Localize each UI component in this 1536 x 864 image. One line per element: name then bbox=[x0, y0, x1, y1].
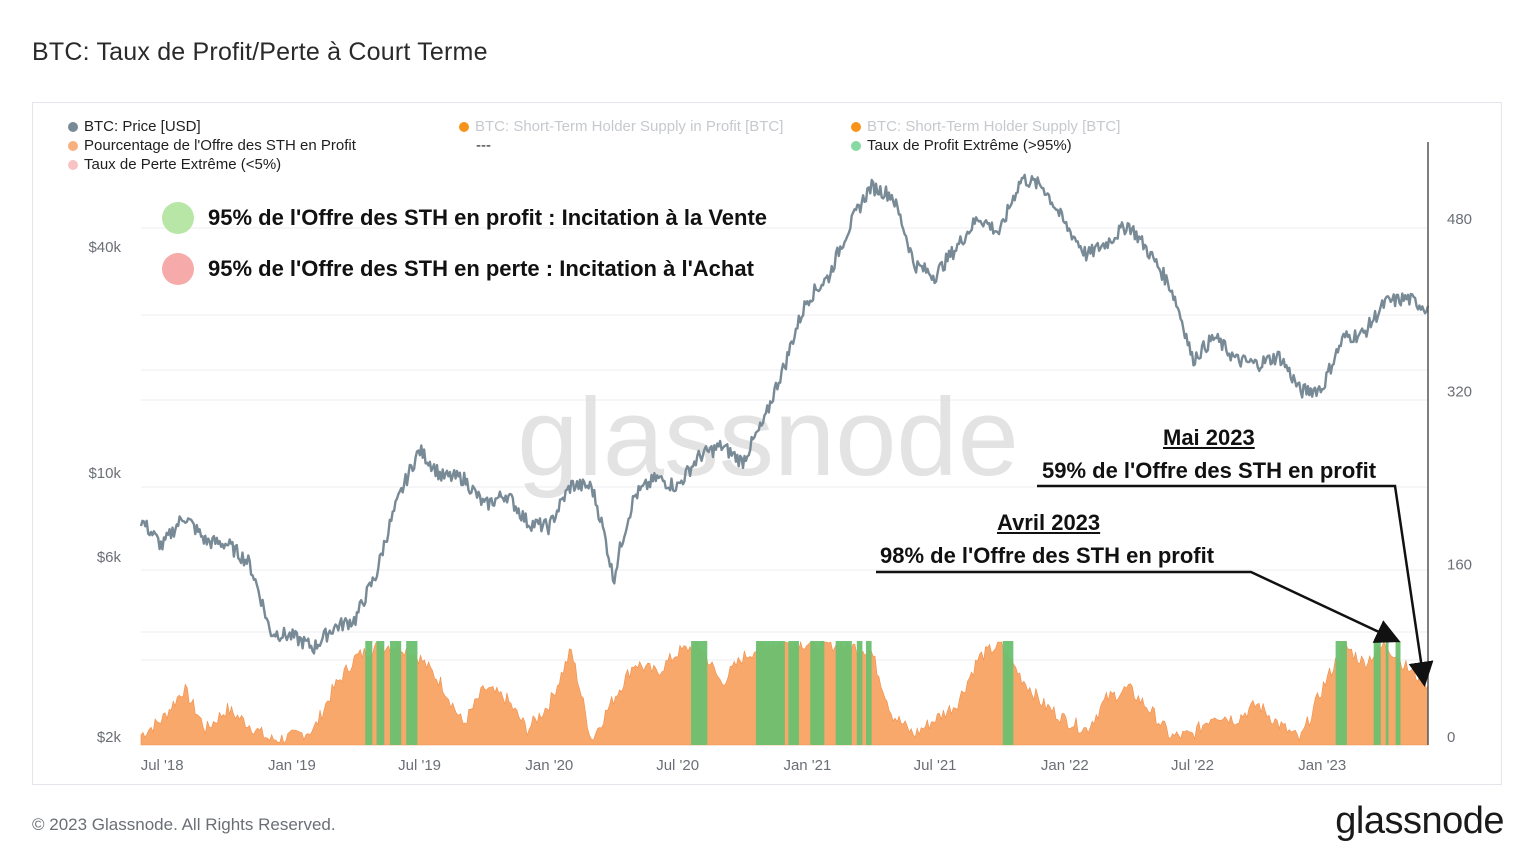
legend-label: BTC: Short-Term Holder Supply [BTC] bbox=[867, 118, 1121, 135]
x-tick-label: Jan '20 bbox=[525, 757, 573, 774]
legend-item-sth-profit-pct[interactable]: Pourcentage de l'Offre des STH en Profit bbox=[68, 137, 356, 154]
legend-item-sth-supply[interactable]: BTC: Short-Term Holder Supply [BTC] bbox=[851, 118, 1120, 135]
extreme-profit-band bbox=[1335, 641, 1347, 745]
legend-label: Taux de Profit Extrême (>95%) bbox=[867, 137, 1072, 154]
green-circle-icon bbox=[162, 202, 194, 234]
extreme-profit-band bbox=[1373, 641, 1381, 745]
extreme-profit-band bbox=[1002, 641, 1014, 745]
x-tick-label: Jul '21 bbox=[914, 757, 957, 774]
extreme-profit-band bbox=[389, 641, 402, 745]
extreme-profit-band bbox=[365, 641, 373, 745]
extreme-profit-band bbox=[755, 641, 785, 745]
extreme-profit-band bbox=[835, 641, 852, 745]
x-tick-label: Jul '18 bbox=[141, 757, 184, 774]
big-legend-sell: 95% de l'Offre des STH en profit : Incit… bbox=[162, 202, 767, 234]
copyright: © 2023 Glassnode. All Rights Reserved. bbox=[32, 815, 336, 834]
legend-item-extreme-profit[interactable]: Taux de Profit Extrême (>95%) bbox=[851, 137, 1072, 154]
legend-dot-icon bbox=[68, 159, 78, 170]
legend-item-dashes[interactable]: --- bbox=[476, 137, 491, 154]
legend-label: Pourcentage de l'Offre des STH en Profit bbox=[84, 137, 356, 154]
extreme-profit-band bbox=[865, 641, 872, 745]
x-tick-label: Jul '19 bbox=[398, 757, 441, 774]
extreme-profit-band bbox=[406, 641, 418, 745]
legend-item-price[interactable]: BTC: Price [USD] bbox=[68, 118, 201, 135]
y-left-tick-label: $2k bbox=[97, 729, 122, 746]
mai-arrow bbox=[1037, 484, 1434, 687]
annotation-avril-title: Avril 2023 bbox=[997, 510, 1101, 535]
chart-title: BTC: Taux de Profit/Perte à Court Terme bbox=[32, 38, 488, 66]
legend-dot-icon bbox=[68, 121, 78, 132]
watermark: glassnode bbox=[517, 376, 1019, 499]
extreme-profit-band bbox=[376, 641, 385, 745]
extreme-profit-band bbox=[691, 641, 708, 745]
legend-label: Taux de Perte Extrême (<5%) bbox=[84, 156, 282, 173]
y-right-tick-label: 160 bbox=[1447, 556, 1472, 573]
extreme-profit-layer bbox=[365, 641, 1401, 745]
y-right-tick-label: 0 bbox=[1447, 729, 1455, 746]
extreme-profit-band bbox=[810, 641, 825, 745]
x-tick-label: Jan '19 bbox=[268, 757, 316, 774]
legend-item-extreme-loss[interactable]: Taux de Perte Extrême (<5%) bbox=[68, 156, 281, 173]
legend-dot-icon bbox=[851, 140, 861, 151]
btc-price-line bbox=[139, 173, 1430, 655]
big-legend-label: 95% de l'Offre des STH en perte : Incita… bbox=[208, 256, 754, 281]
x-tick-label: Jul '22 bbox=[1171, 757, 1214, 774]
y-right-tick-label: 480 bbox=[1447, 211, 1472, 228]
annotation-mai-title: Mai 2023 bbox=[1163, 425, 1255, 450]
y-right-tick-label: 320 bbox=[1447, 384, 1472, 401]
legend-label: BTC: Short-Term Holder Supply in Profit … bbox=[475, 118, 784, 135]
avril-arrow bbox=[876, 570, 1401, 643]
y-left-tick-label: $6k bbox=[97, 549, 122, 566]
legend-dot-icon bbox=[68, 140, 78, 151]
y-left-tick-label: $10k bbox=[88, 465, 121, 482]
red-circle-icon bbox=[162, 253, 194, 285]
big-legend-buy: 95% de l'Offre des STH en perte : Incita… bbox=[162, 253, 754, 285]
annotation-mai-text: 59% de l'Offre des STH en profit bbox=[1042, 458, 1377, 483]
y-left-tick-label: $40k bbox=[88, 239, 121, 256]
legend-dot-icon bbox=[459, 121, 469, 132]
extreme-profit-band bbox=[1385, 641, 1389, 745]
x-tick-label: Jan '21 bbox=[783, 757, 831, 774]
legend-label: --- bbox=[476, 137, 491, 154]
chart-frame bbox=[32, 102, 1502, 785]
glassnode-logo: glassnode bbox=[1335, 800, 1504, 842]
x-tick-label: Jan '22 bbox=[1041, 757, 1089, 774]
extreme-profit-band bbox=[788, 641, 799, 745]
annotation-arrows bbox=[876, 484, 1434, 687]
grid-lines bbox=[141, 227, 1428, 661]
price-layer bbox=[139, 173, 1430, 655]
extreme-profit-band bbox=[1395, 641, 1401, 745]
annotation-avril-text: 98% de l'Offre des STH en profit bbox=[880, 543, 1215, 568]
x-tick-label: Jan '23 bbox=[1298, 757, 1346, 774]
legend-label: BTC: Price [USD] bbox=[84, 118, 201, 135]
extreme-profit-band bbox=[856, 641, 863, 745]
big-legend-label: 95% de l'Offre des STH en profit : Incit… bbox=[208, 205, 768, 230]
x-tick-label: Jul '20 bbox=[656, 757, 699, 774]
legend-dot-icon bbox=[851, 121, 861, 132]
legend-item-sth-in-profit[interactable]: BTC: Short-Term Holder Supply in Profit … bbox=[459, 118, 783, 135]
axes: $2k $6k $10k $40k 0 160 320 480 Jul '18 Jan '19 Ju… bbox=[88, 142, 1472, 774]
